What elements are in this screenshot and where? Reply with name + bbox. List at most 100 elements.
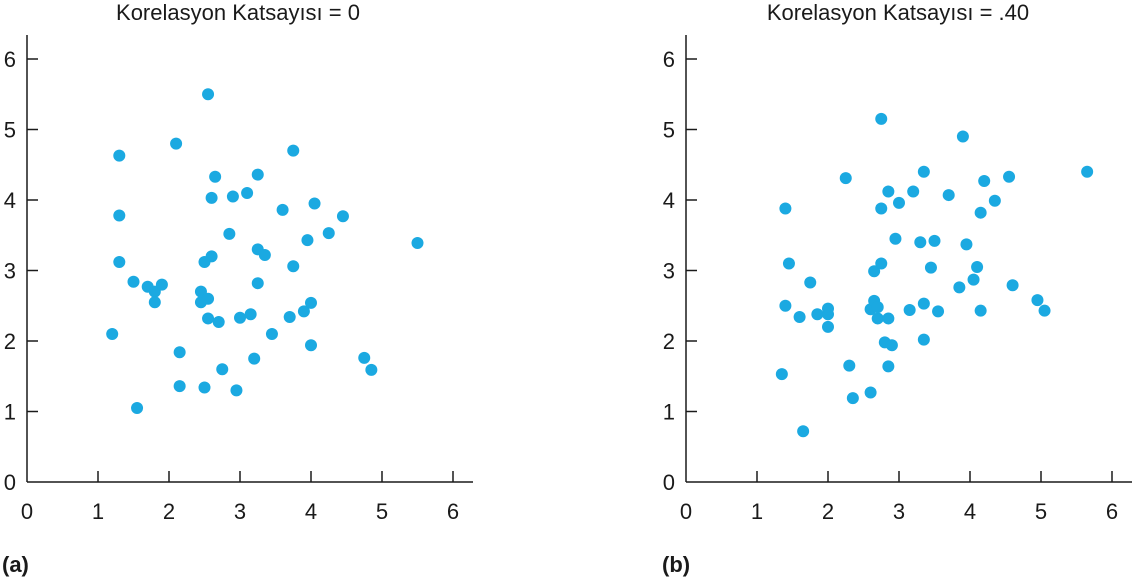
scatter-point [1038, 304, 1051, 317]
scatter-point [216, 363, 229, 376]
y-tick-label: 3 [4, 259, 16, 284]
scatter-point [106, 327, 119, 340]
x-tick-label: 3 [893, 499, 905, 524]
panel-label: (a) [2, 552, 29, 577]
scatter-point [932, 305, 945, 318]
scatter-point [411, 237, 424, 250]
scatter-point [198, 381, 211, 394]
scatter-point [202, 312, 215, 325]
scatter-point [170, 137, 183, 150]
scatter-point [251, 168, 264, 181]
scatter-point [287, 260, 300, 273]
scatter-point [297, 305, 310, 318]
scatter-point [336, 210, 349, 223]
scatter-point [875, 112, 888, 125]
scatter-point [301, 234, 314, 247]
chart-title: Korelasyon Katsayısı = 0 [116, 0, 360, 25]
scatter-point [205, 250, 218, 263]
x-tick-label: 2 [822, 499, 834, 524]
x-tick-label: 4 [305, 499, 317, 524]
x-tick-label: 6 [1106, 499, 1118, 524]
scatter-point [875, 257, 888, 270]
scatter-point [871, 301, 884, 314]
y-tick-label: 0 [4, 470, 16, 495]
y-tick-label: 1 [663, 400, 675, 425]
scatter-point [148, 296, 161, 309]
scatter-point [917, 297, 930, 310]
scatter-point [924, 261, 937, 274]
scatter-point [864, 386, 877, 399]
scatter-point [882, 312, 895, 325]
scatter-point [882, 185, 895, 198]
scatter-point [839, 172, 852, 185]
scatter-point [779, 202, 792, 215]
x-tick-label: 1 [92, 499, 104, 524]
scatter-points [106, 88, 424, 414]
scatter-point [967, 273, 980, 286]
y-tick-label: 0 [663, 470, 675, 495]
scatter-point [241, 186, 254, 199]
scatter-point [843, 359, 856, 372]
scatter-point [248, 352, 261, 365]
scatter-point [365, 363, 378, 376]
x-tick-label: 6 [447, 499, 459, 524]
scatter-point [782, 257, 795, 270]
scatter-point [822, 302, 834, 315]
panel-label: (b) [662, 552, 690, 577]
scatter-point [917, 165, 930, 178]
scatter-point [978, 174, 991, 187]
scatter-point [173, 346, 186, 359]
scatter-point [226, 190, 239, 203]
scatter-point [155, 278, 168, 291]
scatter-point [223, 227, 236, 240]
x-tick-label: 5 [1035, 499, 1047, 524]
scatter-point [287, 144, 300, 157]
axis-ticks: 0 1 2 3 4 5 6 0 1 2 3 4 5 6 [4, 47, 459, 524]
x-tick-label: 3 [234, 499, 246, 524]
scatter-point [127, 275, 140, 288]
scatter-point [928, 234, 941, 247]
scatter-point [1003, 170, 1016, 183]
scatter-point [209, 170, 222, 183]
scatter-point [793, 311, 806, 324]
scatter-point [903, 303, 916, 316]
scatter-point [1081, 165, 1094, 178]
scatter-point [276, 203, 289, 216]
x-tick-label: 1 [751, 499, 763, 524]
scatter-point [974, 304, 987, 317]
scatter-point [953, 281, 966, 294]
scatter-point [893, 196, 905, 209]
scatter-point [974, 206, 987, 219]
scatter-point [1031, 294, 1044, 307]
x-tick-label: 4 [964, 499, 976, 524]
scatter-point [871, 312, 884, 325]
scatter-point [797, 425, 810, 438]
scatter-point [889, 232, 902, 245]
scatter-point [283, 311, 296, 324]
y-tick-label: 2 [4, 329, 16, 354]
scatter-point [322, 227, 335, 240]
chart-title: Korelasyon Katsayısı = .40 [767, 0, 1029, 25]
x-tick-label: 0 [21, 499, 33, 524]
x-tick-label: 0 [680, 499, 692, 524]
scatter-point [811, 308, 824, 321]
scatter-point [822, 320, 834, 333]
axis-ticks: 0 1 2 3 4 5 6 0 1 2 3 4 5 6 [663, 47, 1118, 524]
scatter-point [917, 333, 930, 346]
scatter-point [173, 380, 186, 393]
x-tick-label: 2 [163, 499, 175, 524]
scatter-point [942, 189, 955, 202]
y-tick-label: 4 [4, 188, 16, 213]
scatter-point [868, 265, 881, 278]
scatter-point [205, 191, 218, 204]
y-tick-label: 6 [4, 47, 16, 72]
scatter-point [244, 308, 257, 321]
scatter-point [113, 149, 126, 162]
scatter-points [775, 112, 1094, 438]
scatter-point [907, 185, 920, 198]
scatter-panel-a: Korelasyon Katsayısı = 0 0 1 2 3 4 5 60123456 … [2, 0, 473, 577]
scatter-point [779, 299, 792, 312]
scatter-point [202, 292, 215, 305]
scatter-point [846, 392, 859, 405]
